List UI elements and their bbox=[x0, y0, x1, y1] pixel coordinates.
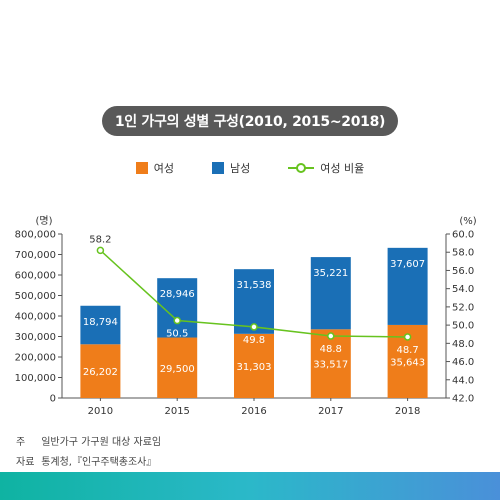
bar-male bbox=[310, 257, 351, 330]
point-label-ratio: 48.8 bbox=[320, 344, 342, 355]
bar-label-female: 26,202 bbox=[83, 367, 118, 378]
legend-label-ratio: 여성 비율 bbox=[320, 162, 365, 175]
y-tick-label-left: 200,000 bbox=[15, 353, 56, 364]
legend-swatch-female bbox=[135, 162, 148, 174]
legend-swatch-ratio bbox=[288, 162, 315, 174]
y-tick-label-right: 60.0 bbox=[452, 230, 474, 241]
point-ratio bbox=[327, 332, 335, 340]
y-tick-label-right: 54.0 bbox=[452, 284, 474, 295]
legend-label-female: 여성 bbox=[153, 162, 174, 175]
bar-label-female: 29,500 bbox=[160, 364, 195, 375]
y-tick-label-left: 300,000 bbox=[15, 332, 56, 343]
y-tick-label-right: 46.0 bbox=[452, 357, 474, 368]
bar-label-male: 35,221 bbox=[313, 268, 348, 279]
bottom-gradient-band bbox=[0, 472, 500, 500]
y-tick-label-left: 400,000 bbox=[15, 312, 56, 323]
y-axis-label-right: (%) bbox=[459, 216, 476, 227]
legend-swatch-male bbox=[212, 162, 224, 174]
y-tick-label-right: 50.0 bbox=[452, 321, 474, 332]
bar-label-female: 33,517 bbox=[313, 360, 348, 371]
bar-male bbox=[234, 269, 274, 334]
bar-label-female: 31,303 bbox=[237, 362, 272, 373]
bar-female bbox=[310, 329, 351, 398]
source-note: 자료 통계청,『인구주택총조사』 bbox=[16, 453, 156, 468]
point-ratio bbox=[96, 246, 105, 255]
bar-label-male: 31,538 bbox=[237, 280, 272, 291]
point-ratio bbox=[173, 316, 181, 325]
y-tick-label-right: 48.0 bbox=[452, 339, 474, 350]
bar-male bbox=[387, 247, 428, 325]
bar-label-female: 35,643 bbox=[390, 357, 425, 368]
bar-female bbox=[80, 344, 121, 398]
y-tick-label-left: 600,000 bbox=[15, 271, 56, 282]
y-tick-label-left: 0 bbox=[50, 394, 56, 405]
y-tick-label-right: 58.0 bbox=[452, 248, 474, 259]
y-tick-label-left: 100,000 bbox=[15, 373, 56, 384]
y-tick-label-left: 500,000 bbox=[15, 291, 56, 302]
source-key: 자료 bbox=[16, 457, 35, 468]
point-ratio bbox=[250, 323, 258, 331]
bar-label-male: 28,946 bbox=[160, 289, 195, 300]
legend-label-male: 남성 bbox=[230, 162, 251, 175]
x-tick-label: 2018 bbox=[395, 406, 420, 417]
legend-item-female: 여성 bbox=[135, 160, 174, 176]
x-tick-label: 2017 bbox=[318, 406, 343, 417]
x-tick-label: 2016 bbox=[241, 406, 266, 417]
x-tick-label: 2015 bbox=[164, 406, 189, 417]
legend: 여성 남성 여성 비율 bbox=[0, 160, 500, 176]
bar-male bbox=[80, 305, 121, 345]
footnote: 주 일반가구 가구원 대상 자료임 bbox=[16, 433, 161, 448]
y-tick-label-right: 42.0 bbox=[452, 394, 474, 405]
point-ratio bbox=[403, 333, 412, 341]
chart-title: 1인 가구의 성별 구성(2010, 2015~2018) bbox=[102, 106, 398, 136]
bar-female bbox=[234, 333, 274, 398]
point-label-ratio: 49.8 bbox=[243, 335, 265, 346]
source-text: 통계청,『인구주택총조사』 bbox=[41, 457, 157, 468]
y-tick-label-left: 800,000 bbox=[15, 230, 56, 241]
y-tick-label-left: 700,000 bbox=[15, 250, 56, 261]
point-label-ratio: 48.7 bbox=[396, 345, 418, 356]
point-label-ratio: 50.5 bbox=[166, 329, 188, 340]
point-label-ratio: 58.2 bbox=[89, 234, 111, 245]
legend-item-male: 남성 bbox=[212, 160, 250, 176]
y-tick-label-right: 52.0 bbox=[452, 302, 474, 313]
bar-label-male: 18,794 bbox=[83, 317, 118, 328]
y-axis-label-left: (명) bbox=[35, 215, 52, 227]
bar-label-male: 37,607 bbox=[390, 259, 425, 270]
legend-item-ratio: 여성 비율 bbox=[288, 160, 364, 176]
bar-female bbox=[157, 337, 198, 398]
footnote-text: 일반가구 가구원 대상 자료임 bbox=[41, 437, 162, 448]
y-tick-label-right: 44.0 bbox=[452, 375, 474, 386]
y-tick-label-right: 56.0 bbox=[452, 266, 474, 277]
x-tick-label: 2010 bbox=[88, 406, 113, 417]
footnote-key: 주 bbox=[16, 437, 26, 448]
